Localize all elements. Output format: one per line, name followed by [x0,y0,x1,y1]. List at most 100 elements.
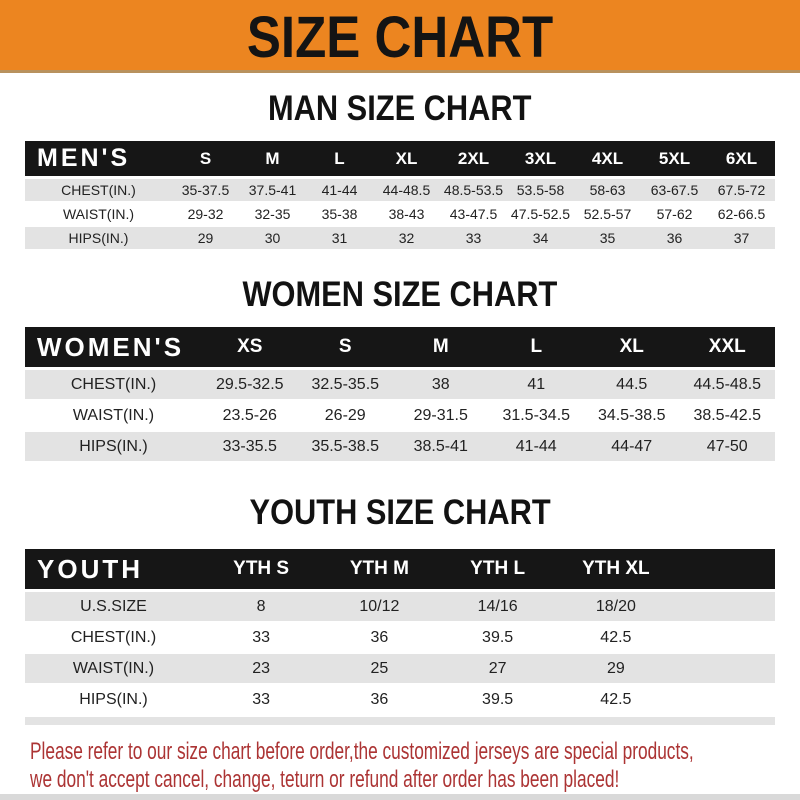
cell-value: 42.5 [556,685,675,716]
section-women: WOMEN SIZE CHART WOMEN'S XS S M L XL XXL CHEST(… [0,275,800,463]
table-header-row: YOUTH YTH S YTH M YTH L YTH XL [25,549,775,592]
cell-value: 41-44 [488,432,584,463]
column-header: YTH M [320,549,439,592]
cell-value: 29-32 [172,203,239,227]
column-header: 3XL [507,141,574,179]
cell-value: 37 [708,227,775,251]
column-header: XL [584,327,680,370]
column-header: XL [373,141,440,179]
footer-line-1-text: Please refer to our size chart before or… [30,738,694,765]
women-section-heading: WOMEN SIZE CHART [0,275,800,315]
cell-value: 34.5-38.5 [584,401,680,432]
men-section-heading-text: MAN SIZE CHART [268,89,532,128]
cell-value: 44.5 [584,370,680,401]
cell-value: 42.5 [556,623,675,654]
cell-value: 29-31.5 [393,401,489,432]
column-header: 6XL [708,141,775,179]
table-row: WAIST(IN.) 29-32 32-35 35-38 38-43 43-47.5 47.… [25,203,775,227]
cell-value: 25 [320,654,439,685]
table-row: U.S.SIZE 8 10/12 14/16 18/20 [25,592,775,623]
cell-value: 10/12 [320,592,439,623]
cell-value: 38 [393,370,489,401]
cell-value: 53.5-58 [507,179,574,203]
cell-value: 44-48.5 [373,179,440,203]
spacer-cell [675,654,775,685]
column-header: XS [202,327,298,370]
cell-value: 36 [320,623,439,654]
table-corner-label: YOUTH [25,549,202,592]
row-label: WAIST(IN.) [25,203,172,227]
cell-value: 29.5-32.5 [202,370,298,401]
row-label: WAIST(IN.) [25,654,202,685]
cell-value: 35.5-38.5 [297,432,393,463]
table-row: CHEST(IN.) 35-37.5 37.5-41 41-44 44-48.5 48.5… [25,179,775,203]
page-title: SIZE CHART [246,5,554,70]
cell-value: 44.5-48.5 [679,370,775,401]
row-label: HIPS(IN.) [25,227,172,251]
cell-value: 23.5-26 [202,401,298,432]
cell-value: 41 [488,370,584,401]
cell-value: 47-50 [679,432,775,463]
cell-value: 33 [202,623,321,654]
row-label: CHEST(IN.) [25,370,202,401]
footer-line-2-text: we don't accept cancel, change, teturn o… [30,766,620,793]
cell-value: 48.5-53.5 [440,179,507,203]
cell-value: 27 [438,654,557,685]
cell-value: 35-38 [306,203,373,227]
cell-value: 32 [373,227,440,251]
cell-value: 34 [507,227,574,251]
spacer-cell [675,685,775,716]
table-row: CHEST(IN.) 29.5-32.5 32.5-35.5 38 41 44.5 44.5… [25,370,775,401]
column-header: S [297,327,393,370]
footer-note: Please refer to our size chart before or… [0,738,800,794]
cell-value: 41-44 [306,179,373,203]
cell-value: 33 [440,227,507,251]
cell-value: 39.5 [438,623,557,654]
cell-value: 29 [172,227,239,251]
cell-value: 44-47 [584,432,680,463]
cell-value: 63-67.5 [641,179,708,203]
cell-value: 35-37.5 [172,179,239,203]
column-header: YTH XL [556,549,675,592]
cell-value: 38.5-42.5 [679,401,775,432]
cell-value: 37.5-41 [239,179,306,203]
cell-value: 38.5-41 [393,432,489,463]
section-youth: YOUTH SIZE CHART YOUTH YTH S YTH M YTH L YTH… [0,493,800,725]
cell-value: 35 [574,227,641,251]
bottom-edge-strip [0,794,800,800]
column-header: L [488,327,584,370]
cell-value: 38-43 [373,203,440,227]
cell-value: 32.5-35.5 [297,370,393,401]
row-label: HIPS(IN.) [25,685,202,716]
cell-value: 30 [239,227,306,251]
cell-value: 32-35 [239,203,306,227]
cell-value: 8 [202,592,321,623]
table-row: HIPS(IN.) 33-35.5 35.5-38.5 38.5-41 41-44 44-… [25,432,775,463]
column-header: YTH L [438,549,557,592]
row-label: HIPS(IN.) [25,432,202,463]
table-row: HIPS(IN.) 33 36 39.5 42.5 [25,685,775,716]
column-header: XXL [679,327,775,370]
section-men: MAN SIZE CHART MEN'S S M L XL 2XL 3XL 4XL 5XL 6XL… [0,89,800,251]
youth-section-heading: YOUTH SIZE CHART [0,493,800,533]
table-row: CHEST(IN.) 33 36 39.5 42.5 [25,623,775,654]
cell-value: 58-63 [574,179,641,203]
youth-size-table: YOUTH YTH S YTH M YTH L YTH XL U.S.SIZE 8 10/12… [25,549,775,716]
cell-value: 26-29 [297,401,393,432]
cell-value: 43-47.5 [440,203,507,227]
cell-value: 36 [641,227,708,251]
table-corner-label: MEN'S [25,141,172,179]
table-row: HIPS(IN.) 29 30 31 32 33 34 35 36 37 [25,227,775,251]
row-label: CHEST(IN.) [25,623,202,654]
cell-value: 57-62 [641,203,708,227]
cell-value: 23 [202,654,321,685]
cell-value: 33-35.5 [202,432,298,463]
cell-value: 39.5 [438,685,557,716]
cell-value: 18/20 [556,592,675,623]
cell-value: 14/16 [438,592,557,623]
column-header: S [172,141,239,179]
page-title-banner: SIZE CHART [0,0,800,73]
column-header: M [393,327,489,370]
row-label: U.S.SIZE [25,592,202,623]
